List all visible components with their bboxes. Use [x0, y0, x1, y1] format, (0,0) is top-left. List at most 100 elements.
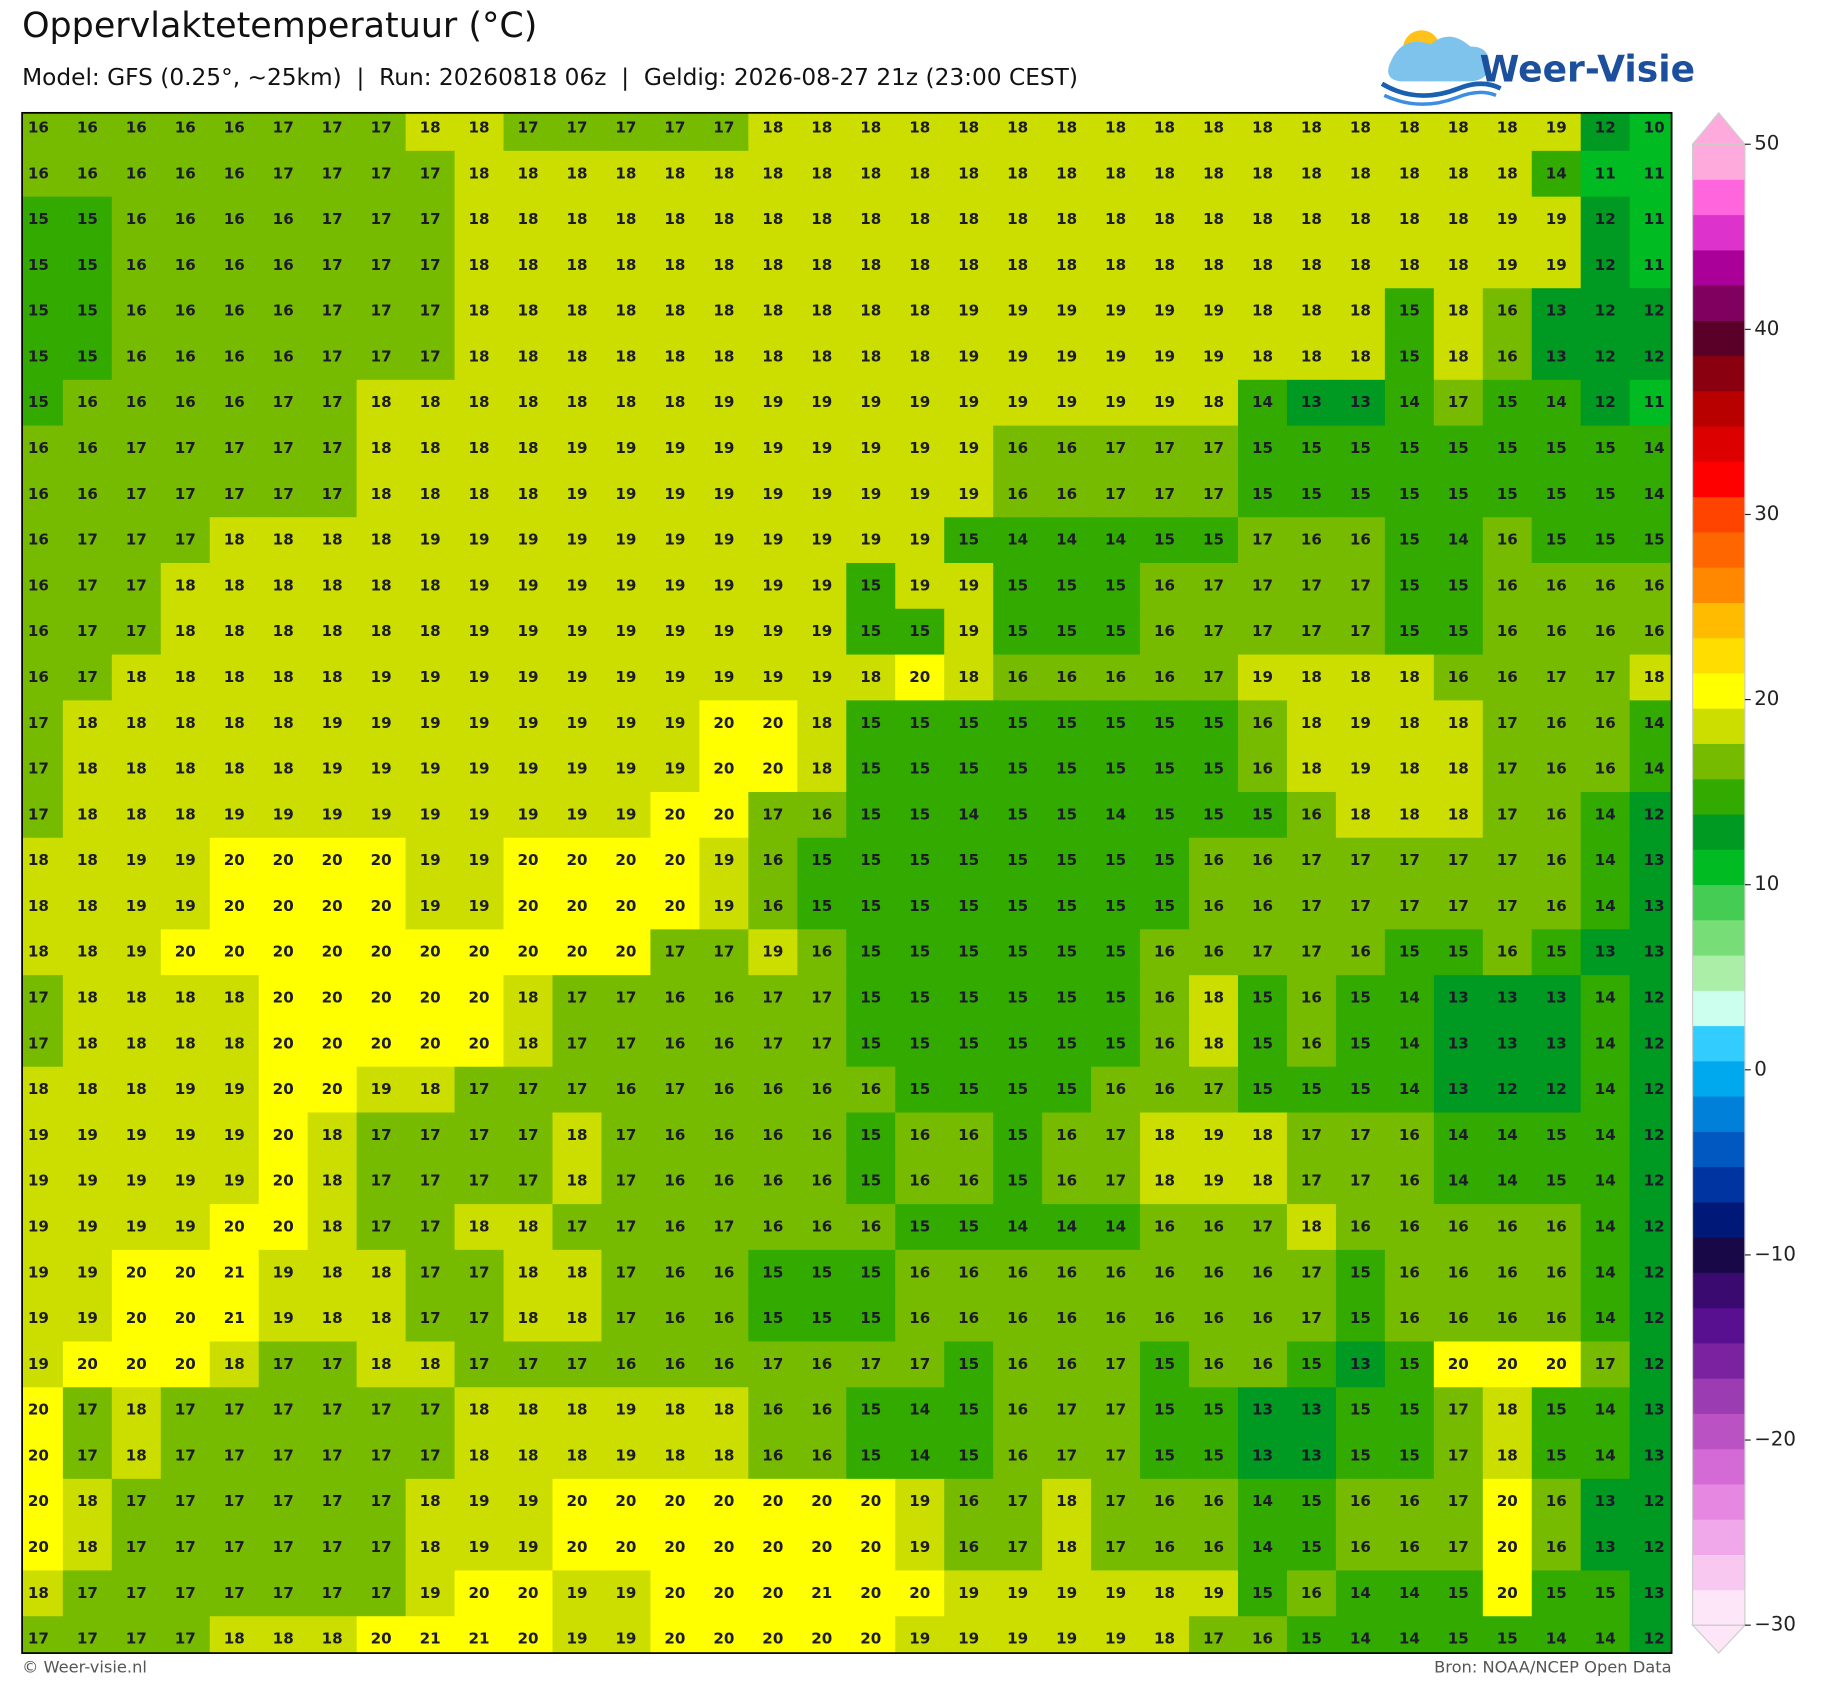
temperature-label: 20: [420, 1034, 441, 1052]
temperature-cell: [650, 517, 700, 564]
temperature-label: 17: [1497, 805, 1518, 823]
temperature-label: 20: [615, 943, 636, 961]
temperature-label: 19: [420, 668, 441, 686]
temperature-cell: [22, 929, 64, 976]
temperature-label: 18: [175, 622, 196, 640]
temperature-label: 16: [1007, 439, 1028, 457]
temperature-label: 16: [1448, 668, 1469, 686]
temperature-cell: [356, 700, 407, 747]
temperature-label: 14: [1595, 989, 1616, 1007]
temperature-cell: [1384, 334, 1435, 381]
temperature-cell: [1091, 654, 1141, 701]
temperature-label: 15: [1546, 485, 1567, 503]
temperature-cell: [895, 471, 945, 518]
temperature-label: 18: [322, 1263, 343, 1281]
temperature-label: 16: [664, 1309, 685, 1327]
temperature-label: 13: [1301, 1401, 1322, 1419]
temperature-cell: [1531, 471, 1582, 518]
temperature-label: 17: [566, 1217, 587, 1235]
temperature-label: 15: [1007, 943, 1028, 961]
temperature-label: 16: [1203, 1538, 1224, 1556]
temperature-label: 17: [371, 1446, 392, 1464]
temperature-cell: [1629, 975, 1673, 1022]
temperature-label: 17: [1154, 485, 1175, 503]
temperature-label: 13: [1252, 1446, 1273, 1464]
temperature-label: 15: [958, 897, 979, 915]
temperature-cell: [699, 379, 749, 427]
temperature-label: 18: [713, 1446, 734, 1464]
temperature-cell: [405, 791, 456, 839]
temperature-label: 19: [469, 531, 490, 549]
temperature-cell: [993, 562, 1043, 610]
temperature-label: 16: [762, 851, 783, 869]
temperature-cell: [748, 883, 798, 930]
temperature-label: 15: [1448, 943, 1469, 961]
colorbar-band: [1692, 567, 1745, 603]
temperature-label: 18: [1301, 347, 1322, 365]
temperature-label: 17: [322, 347, 343, 365]
temperature-label: 18: [322, 1630, 343, 1648]
temperature-cell: [1433, 112, 1484, 152]
temperature-label: 15: [1546, 1126, 1567, 1144]
temperature-label: 18: [518, 302, 539, 320]
temperature-label: 18: [664, 302, 685, 320]
temperature-label: 17: [420, 210, 441, 228]
temperature-label: 19: [469, 1492, 490, 1510]
temperature-label: 19: [615, 576, 636, 594]
colorbar-band: [1692, 426, 1745, 462]
temperature-label: 16: [1056, 439, 1077, 457]
temperature-cell: [1384, 883, 1435, 930]
temperature-label: 16: [762, 1401, 783, 1419]
temperature-cell: [748, 334, 798, 381]
temperature-cell: [1580, 746, 1631, 793]
temperature-cell: [1189, 379, 1239, 427]
temperature-label: 19: [958, 439, 979, 457]
colorbar-band: [1692, 708, 1745, 745]
temperature-cell: [1237, 288, 1288, 335]
temperature-cell: [1140, 471, 1190, 518]
temperature-label: 13: [1497, 1034, 1518, 1052]
temperature-label: 16: [1595, 576, 1616, 594]
temperature-label: 16: [1154, 943, 1175, 961]
temperature-cell: [748, 196, 798, 244]
temperature-label: 19: [860, 485, 881, 503]
temperature-cell: [895, 654, 945, 701]
temperature-cell: [1140, 700, 1190, 747]
temperature-label: 19: [175, 1080, 196, 1098]
temperature-cell: [895, 791, 945, 839]
temperature-label: 17: [1154, 439, 1175, 457]
temperature-label: 20: [518, 1630, 539, 1648]
temperature-cell: [22, 791, 64, 839]
temperature-label: 19: [28, 1355, 49, 1373]
temperature-cell: [1286, 425, 1337, 472]
temperature-label: 15: [1154, 1355, 1175, 1373]
temperature-cell: [846, 112, 896, 152]
temperature-label: 17: [224, 1446, 245, 1464]
temperature-cell: [944, 334, 994, 381]
temperature-cell: [650, 196, 700, 244]
temperature-label: 16: [1203, 1217, 1224, 1235]
temperature-label: 19: [518, 1538, 539, 1556]
temperature-label: 16: [1350, 943, 1371, 961]
temperature-cell: [1384, 196, 1435, 244]
temperature-label: 17: [224, 1538, 245, 1556]
temperature-cell: [307, 929, 358, 976]
temperature-label: 14: [1644, 760, 1665, 778]
temperature-cell: [209, 1020, 260, 1068]
temperature-cell: [1042, 837, 1092, 885]
temperature-cell: [1335, 608, 1386, 656]
temperature-label: 17: [1301, 1126, 1322, 1144]
temperature-label: 18: [469, 302, 490, 320]
temperature-label: 17: [1350, 851, 1371, 869]
temperature-label: 16: [1252, 1263, 1273, 1281]
temperature-cell: [307, 883, 358, 930]
temperature-label: 18: [273, 576, 294, 594]
temperature-label: 16: [1546, 897, 1567, 915]
colorbar-band: [1692, 391, 1745, 427]
temperature-cell: [258, 929, 309, 976]
temperature-label: 18: [322, 1172, 343, 1190]
temperature-label: 18: [1301, 210, 1322, 228]
temperature-label: 16: [1448, 1217, 1469, 1235]
temperature-label: 17: [1252, 1217, 1273, 1235]
temperature-cell: [258, 562, 309, 610]
